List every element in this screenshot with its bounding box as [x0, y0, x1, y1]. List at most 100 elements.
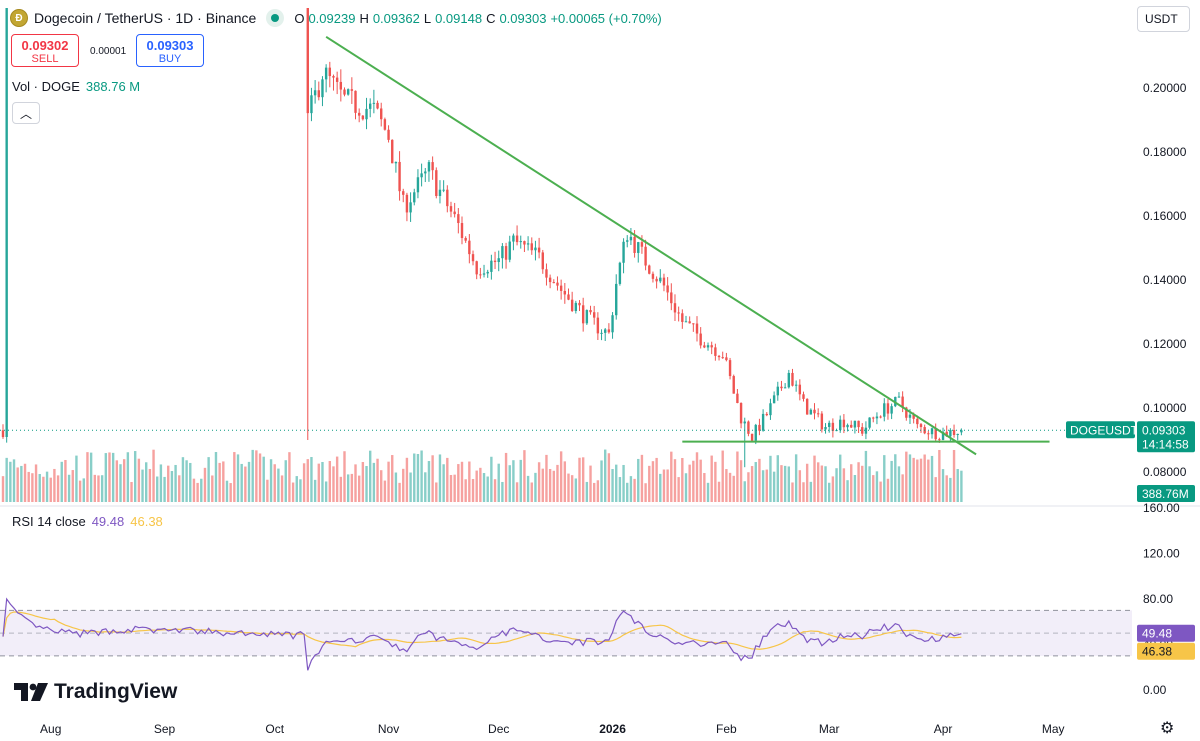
- volume-bar: [49, 477, 52, 502]
- volume-bar: [269, 459, 273, 502]
- time-tick-label: Aug: [40, 722, 61, 736]
- volume-bar: [670, 451, 673, 502]
- volume-tag-text: 388.76M: [1142, 487, 1189, 501]
- volume-bar: [295, 476, 298, 502]
- candle-body: [449, 206, 453, 212]
- volume-bar: [446, 457, 449, 502]
- symbol-title[interactable]: Dogecoin / TetherUS · 1D · Binance: [34, 10, 257, 26]
- volume-bar: [262, 456, 265, 502]
- volume-bar: [240, 463, 243, 502]
- candle-body: [574, 302, 578, 311]
- rsi-band-fill: [0, 610, 1132, 656]
- volume-bar: [504, 452, 508, 502]
- candle-body: [321, 79, 324, 98]
- buy-button[interactable]: 0.09303 BUY: [136, 34, 204, 67]
- volume-bar: [229, 483, 232, 502]
- candle-body: [607, 329, 611, 333]
- candle-body: [600, 332, 603, 334]
- volume-bar: [56, 475, 60, 502]
- time-tick-label: May: [1042, 722, 1065, 736]
- volume-bar: [772, 471, 776, 502]
- volume-bar: [791, 482, 794, 502]
- volume-pane: [1, 449, 963, 502]
- volume-bar: [104, 453, 108, 502]
- volume-bar: [919, 458, 923, 502]
- volume-bar: [398, 482, 401, 502]
- tradingview-logo-icon: [14, 683, 48, 701]
- ohlc-values: O 0.09239 H 0.09362 L 0.09148 C 0.09303 +0.0…: [294, 11, 661, 26]
- settings-gear-icon[interactable]: ⚙: [1160, 720, 1175, 737]
- candle-body: [552, 282, 555, 284]
- volume-bar: [380, 470, 383, 502]
- candle-body: [585, 310, 589, 324]
- volume-bar: [820, 465, 824, 502]
- volume-bar: [615, 464, 618, 502]
- candle-body: [747, 421, 750, 434]
- volume-bar: [556, 464, 559, 502]
- volume-bar: [119, 464, 122, 502]
- time-tick-label: Apr: [934, 722, 953, 736]
- candle-body: [431, 162, 434, 171]
- candle-body: [897, 396, 901, 398]
- candle-body: [526, 243, 530, 245]
- candle-body: [435, 170, 438, 196]
- volume-bar: [357, 475, 361, 502]
- volume-bar: [607, 453, 611, 502]
- volume-bar: [317, 463, 320, 502]
- volume-bar: [923, 454, 926, 502]
- candle-body: [739, 403, 743, 424]
- close-value: 0.09303: [499, 10, 547, 26]
- volume-bar: [850, 464, 853, 502]
- volume-bar: [559, 451, 563, 502]
- tradingview-logo[interactable]: TradingView: [14, 680, 177, 704]
- volume-bar: [111, 452, 115, 502]
- candle-body: [361, 115, 365, 120]
- change-value: +0.00065 (+0.70%): [550, 10, 662, 26]
- volume-bar: [189, 462, 192, 502]
- volume-bar: [534, 472, 537, 502]
- candle-body: [930, 428, 934, 435]
- volume-bar: [585, 481, 589, 502]
- candle-body: [372, 102, 376, 104]
- candle-body: [376, 102, 379, 109]
- volume-bar: [108, 452, 111, 502]
- volume-bar: [346, 474, 350, 502]
- volume-bar: [9, 461, 12, 502]
- candle-body: [791, 372, 794, 386]
- volume-bar: [684, 473, 688, 502]
- volume-bar: [934, 477, 937, 502]
- volume-bar: [141, 469, 144, 502]
- candle-body: [512, 235, 515, 242]
- volume-bar: [879, 481, 882, 502]
- candle-body: [875, 416, 879, 419]
- volume-bar: [688, 464, 691, 502]
- volume-bar: [152, 449, 155, 502]
- candle-body: [736, 393, 739, 404]
- volume-bar: [673, 459, 677, 502]
- market-open-icon: [266, 9, 285, 27]
- candle-body: [846, 424, 849, 428]
- candle-body: [717, 355, 721, 358]
- candle-body: [886, 403, 890, 414]
- candle-body: [805, 398, 809, 415]
- volume-bar: [402, 468, 405, 502]
- candle-body: [861, 427, 864, 434]
- volume-bar: [67, 474, 71, 502]
- volume-bar: [71, 470, 74, 502]
- collapse-legend-button[interactable]: ︿: [12, 102, 40, 124]
- volume-bar: [273, 464, 276, 502]
- volume-bar: [328, 460, 332, 502]
- currency-selector[interactable]: USDT: [1137, 6, 1190, 32]
- volume-bar: [413, 453, 416, 502]
- candle-body: [427, 162, 431, 172]
- symbol-tag-text: DOGEUSDT: [1070, 423, 1139, 437]
- candle-body: [369, 103, 372, 109]
- volume-bar: [802, 482, 805, 502]
- volume-legend[interactable]: Vol · DOGE 388.76 M: [12, 79, 140, 94]
- rsi-legend[interactable]: RSI 14 close 49.48 46.38: [12, 514, 163, 529]
- candle-body: [754, 424, 757, 441]
- candle-body: [398, 161, 401, 192]
- sell-button[interactable]: 0.09302 SELL: [11, 34, 79, 67]
